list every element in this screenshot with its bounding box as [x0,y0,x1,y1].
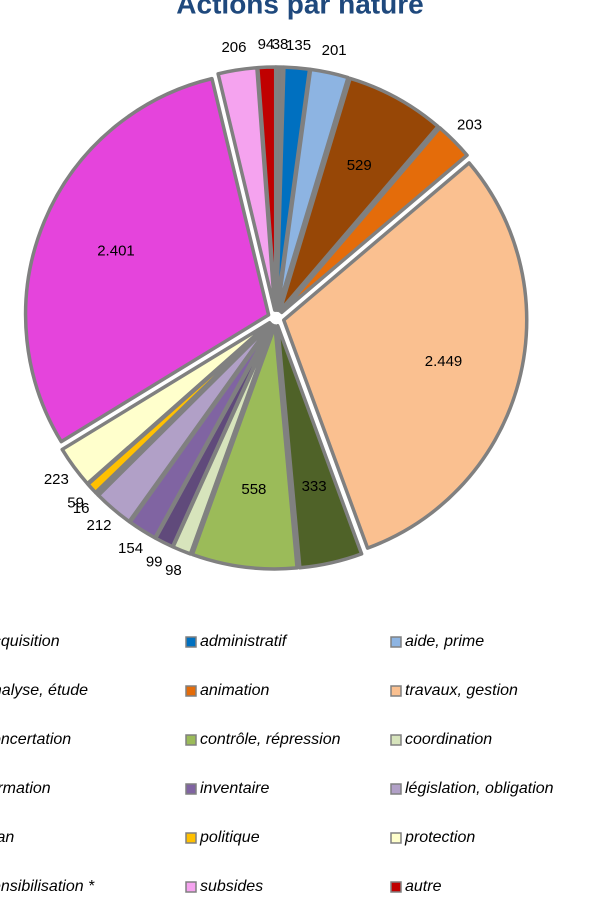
data-label: 98 [165,562,182,579]
legend-label: protection [404,829,475,846]
legend-label: travaux, gestion [405,682,518,699]
legend-swatch [185,734,197,746]
legend-label: subsides [200,878,263,895]
data-label: 38 [272,36,289,53]
legend-swatch [185,881,197,893]
pie-slice [275,67,350,312]
legend-label: analyse, étude [0,682,88,699]
data-label: 94 [258,36,275,53]
pie-slice [281,161,529,550]
data-label: 201 [322,42,347,59]
legend-label: formation [0,780,51,797]
data-label: 2.449 [425,353,463,370]
chart-title: Actions par nature [176,0,423,19]
legend-swatch [390,734,402,746]
pie-slice [276,324,364,570]
data-label: 203 [457,116,482,133]
data-label: 223 [44,471,69,488]
legend-label: animation [200,682,269,699]
data-label: 212 [86,517,111,534]
legend-swatch [390,832,402,844]
pie-slice [23,76,271,444]
legend-label: administratif [200,633,288,650]
legend-label: politique [199,829,260,846]
legend-swatch [185,783,197,795]
legend-label: inventaire [200,780,269,797]
pie-slice [60,321,272,486]
legend-swatch [390,685,402,697]
pie-slice [279,126,469,315]
data-label: 99 [146,553,163,570]
data-label: 2.401 [97,243,135,260]
legend-label: aide, prime [405,633,484,650]
legend-swatch [185,685,197,697]
data-label: 59 [67,494,84,511]
data-label: 558 [241,481,266,498]
legend-label: autre [405,878,442,895]
legend-label: sensibilisation * [0,878,95,895]
legend-label: plan [0,829,14,846]
legend-swatch [390,881,402,893]
pie-slice [190,324,299,571]
data-label: 135 [286,37,311,54]
data-label: 333 [302,478,327,495]
legend-swatch [185,636,197,648]
legend-swatch [185,832,197,844]
legend-label: législation, obligation [405,780,554,797]
pie-slice [256,65,278,312]
legend-swatch [390,783,402,795]
legend-swatch [390,636,402,648]
data-label: 206 [221,39,246,56]
legend-label: concertation [0,731,71,748]
pie-slice [278,76,440,313]
legend-label: contrôle, répression [200,731,341,748]
legend-label: coordination [405,731,492,748]
data-label: 529 [347,157,372,174]
data-label: 154 [118,540,143,557]
data-label: 16 [73,500,90,517]
legend-label: acquisition [0,633,60,650]
